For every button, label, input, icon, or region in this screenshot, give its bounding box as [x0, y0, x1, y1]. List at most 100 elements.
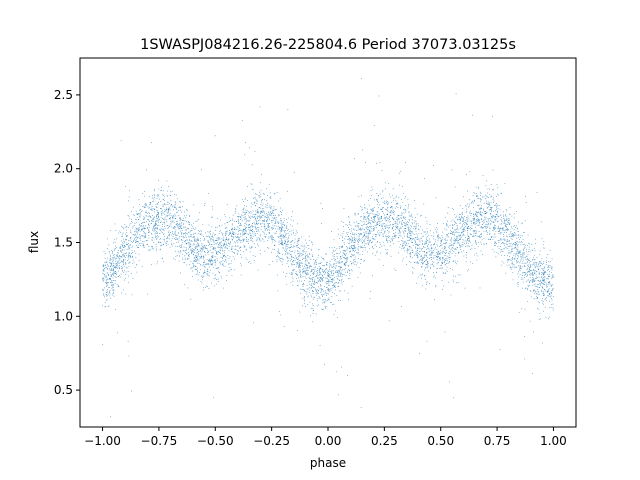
data-point: [481, 219, 482, 220]
data-point: [290, 244, 292, 245]
data-point: [337, 394, 339, 396]
data-point: [103, 270, 105, 272]
data-point: [247, 240, 249, 242]
data-points: [102, 78, 554, 418]
data-point: [361, 234, 362, 236]
data-point: [255, 240, 257, 241]
data-point: [259, 234, 261, 236]
data-point: [539, 262, 541, 264]
data-point: [157, 220, 158, 222]
data-point: [147, 223, 149, 225]
data-point: [207, 273, 209, 274]
data-point: [455, 275, 456, 277]
data-point: [122, 242, 124, 244]
data-point: [312, 269, 313, 271]
data-point: [267, 229, 269, 230]
data-point: [224, 247, 226, 249]
data-point: [210, 240, 212, 242]
data-point: [303, 282, 304, 284]
data-point: [259, 238, 261, 239]
data-point: [288, 237, 290, 239]
data-point: [490, 213, 491, 215]
data-point: [112, 273, 113, 275]
data-point: [358, 233, 359, 234]
data-point: [429, 254, 431, 256]
data-point: [386, 253, 387, 254]
data-point: [175, 221, 177, 222]
data-point: [361, 207, 363, 209]
data-point: [237, 236, 238, 237]
data-point: [392, 188, 394, 190]
data-point: [142, 226, 144, 228]
data-point: [133, 231, 135, 233]
data-point: [357, 223, 359, 225]
data-point: [473, 223, 474, 225]
data-point: [247, 225, 249, 226]
data-point: [200, 257, 202, 259]
data-point: [328, 267, 330, 269]
data-point: [192, 276, 193, 277]
data-point: [403, 222, 405, 224]
data-point: [107, 265, 109, 267]
data-point: [501, 231, 503, 233]
data-point: [103, 270, 105, 272]
data-point: [407, 234, 409, 235]
data-point: [225, 260, 227, 261]
data-point: [390, 256, 392, 257]
data-point: [268, 223, 270, 225]
data-point: [221, 248, 223, 250]
data-point: [121, 292, 122, 294]
data-point: [186, 221, 187, 223]
data-point: [368, 233, 370, 235]
data-point: [206, 236, 208, 237]
data-point: [249, 217, 251, 218]
data-point: [470, 214, 472, 216]
data-point: [102, 277, 104, 279]
data-point: [481, 236, 482, 237]
data-point: [516, 237, 518, 239]
data-point: [405, 225, 407, 226]
data-point: [232, 256, 234, 258]
data-point: [485, 185, 487, 187]
data-point: [429, 254, 430, 256]
data-point: [335, 260, 337, 262]
data-point: [307, 255, 309, 257]
data-point: [511, 236, 513, 237]
data-point: [290, 251, 292, 252]
data-point: [124, 246, 125, 248]
data-point: [140, 239, 142, 241]
data-point: [348, 216, 350, 218]
data-point: [215, 243, 217, 245]
data-point: [495, 242, 497, 244]
data-point: [433, 272, 434, 274]
data-point: [410, 225, 412, 227]
data-point: [230, 248, 232, 250]
data-point: [424, 250, 425, 252]
data-point: [265, 236, 266, 237]
data-point: [368, 229, 370, 231]
data-point: [199, 258, 201, 259]
data-point: [372, 220, 374, 222]
data-point: [402, 240, 403, 242]
data-point: [283, 326, 285, 328]
data-point: [537, 286, 538, 288]
data-point: [436, 256, 437, 258]
data-point: [268, 214, 270, 216]
data-point: [464, 216, 465, 218]
data-point: [425, 260, 426, 261]
data-point: [392, 236, 393, 238]
data-point: [299, 263, 300, 265]
data-point: [285, 244, 287, 246]
data-point: [521, 223, 523, 225]
data-point: [399, 222, 400, 224]
data-point: [381, 226, 383, 228]
data-point: [509, 259, 511, 261]
data-point: [196, 246, 198, 248]
data-point: [414, 253, 416, 255]
data-point: [191, 262, 193, 264]
data-point: [440, 237, 441, 239]
data-point: [386, 201, 387, 203]
data-point: [267, 229, 269, 231]
data-point: [440, 249, 442, 251]
data-point: [449, 245, 450, 247]
